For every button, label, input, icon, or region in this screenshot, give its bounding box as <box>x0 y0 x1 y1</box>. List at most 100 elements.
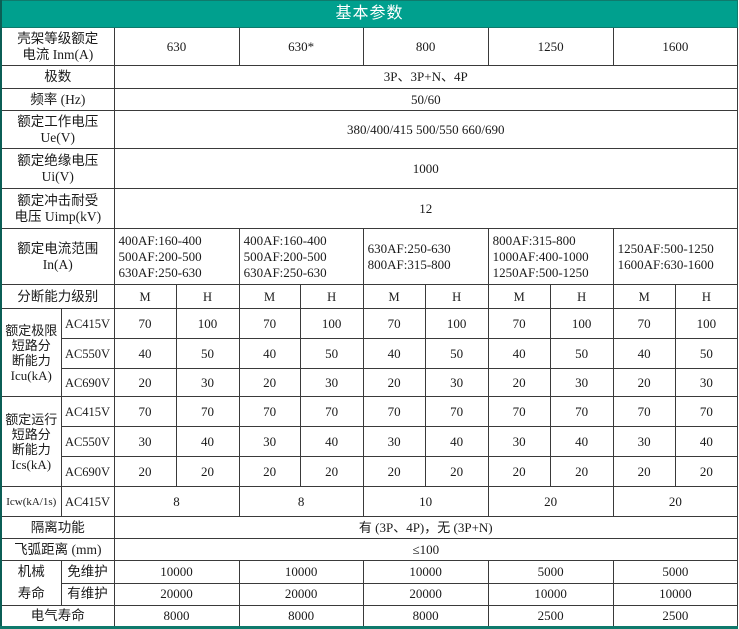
table-cell: 100 <box>424 308 489 339</box>
table-cell: 12 <box>113 188 739 229</box>
table-cell: 400AF:160-400 500AF:200-500 630AF:250-630 <box>238 228 364 285</box>
table-cell: 70 <box>487 308 551 339</box>
table-cell: 800AF:315-800 1000AF:400-1000 1250AF:500-1… <box>487 228 614 285</box>
table-row: 额定工作电压 Ue(V) 380/400/415 500/550 660/690 <box>0 110 739 149</box>
cell-line: 额定运行 <box>5 411 58 427</box>
table-cell: 8000 <box>238 605 364 628</box>
cell-line: 额定电流范围 <box>17 240 99 256</box>
table-row: 机械 寿命 免维护 10000 10000 10000 5000 5000 <box>0 560 739 606</box>
table-cell: 20 <box>612 456 676 487</box>
cell-line: 800AF:315-800 <box>367 256 451 272</box>
table-cell: 20 <box>113 368 177 397</box>
table-cell: 20 <box>674 456 739 487</box>
table-cell: 20 <box>113 456 177 487</box>
table-cell: 10000 <box>612 582 739 606</box>
cell-line: 1600AF:630-1600 <box>617 256 714 272</box>
table-cell: 2500 <box>487 605 614 628</box>
table-row: AC550V 40 50 40 50 40 50 40 50 40 50 <box>1 338 739 369</box>
table-cell: 100 <box>299 308 364 339</box>
table-cell: 40 <box>424 426 489 457</box>
table-cell: 400AF:160-400 500AF:200-500 630AF:250-630 <box>113 228 240 285</box>
table-cell: 1250AF:500-1250 1600AF:630-1600 <box>612 228 739 285</box>
table-cell: 30 <box>549 368 614 397</box>
table-cell: 40 <box>299 426 364 457</box>
row-label: 壳架等级额定 电流 Inm(A) <box>0 27 115 66</box>
table-cell: 40 <box>113 338 177 369</box>
cell-line: 短路分 <box>11 426 51 442</box>
table-cell: 20 <box>549 456 614 487</box>
table-cell: 100 <box>175 308 240 339</box>
row-label: 额定电流范围 In(A) <box>0 228 115 285</box>
table-cell: 30 <box>612 426 676 457</box>
table-cell: 70 <box>175 396 240 427</box>
table-cell: 30 <box>674 368 739 397</box>
sub-label: 免维护 <box>60 560 115 584</box>
cell-line: 1250AF:500-1250 <box>492 264 589 280</box>
row-label: 机械 寿命 <box>0 560 62 606</box>
table-row: 额定运行 短路分 断能力 Ics(kA) AC415V 70 70 70 70 70 70 70 70 7… <box>0 396 739 487</box>
table-cell: H <box>299 284 364 309</box>
table-cell: 10000 <box>487 582 614 606</box>
table-cell: H <box>549 284 614 309</box>
table-cell: 40 <box>175 426 240 457</box>
table-cell: 2500 <box>612 605 739 628</box>
table-cell: M <box>487 284 551 309</box>
table-cell: 40 <box>549 426 614 457</box>
cell-line: 500AF:200-500 <box>118 248 202 264</box>
cell-line: 寿命 <box>17 586 45 601</box>
table-row: 飞弧距离 (mm) ≤100 <box>0 538 739 561</box>
table-cell: 30 <box>113 426 177 457</box>
table-cell: 50 <box>175 338 240 369</box>
table-row: 额定电流范围 In(A) 400AF:160-400 500AF:200-500 630… <box>0 228 739 285</box>
table-cell: 20 <box>175 456 240 487</box>
cell-line: 极数 <box>44 69 72 84</box>
table-cell: 40 <box>238 338 301 369</box>
table-row: 有维护 20000 20000 20000 10000 10000 <box>1 582 739 606</box>
table-cell: 1000 <box>113 148 739 189</box>
row-label: 电气寿命 <box>0 605 115 628</box>
table-cell: 70 <box>113 308 177 339</box>
table-cell: 20 <box>362 368 426 397</box>
table-cell: 30 <box>238 426 301 457</box>
table-row: 电气寿命 8000 8000 8000 2500 2500 <box>0 605 739 628</box>
table-cell: 40 <box>362 338 426 369</box>
row-label: 额定极限 短路分 断能力 Icu(kA) <box>0 308 62 397</box>
table-cell: 70 <box>612 308 676 339</box>
table-cell: H <box>674 284 739 309</box>
table-cell: 40 <box>487 338 551 369</box>
voltage-label: AC550V <box>60 426 115 457</box>
cell-line: Ics(kA) <box>11 456 52 472</box>
voltage-label: AC415V <box>60 308 115 339</box>
cell-line: 400AF:160-400 <box>243 232 327 248</box>
cell-line: 额定工作电压 <box>17 113 99 129</box>
table-cell: 有 (3P、4P)，无 (3P+N) <box>113 516 739 539</box>
row-label: 额定运行 短路分 断能力 Ics(kA) <box>0 396 62 487</box>
table-cell: 20000 <box>113 582 240 606</box>
table-cell: 20 <box>487 486 614 517</box>
table-cell: 20 <box>612 486 739 517</box>
table-row: AC550V 30 40 30 40 30 40 30 40 30 40 <box>1 426 739 457</box>
cell-line: 电压 Uimp(kV) <box>14 208 102 224</box>
row-label: 极数 <box>0 65 115 89</box>
voltage-label: AC415V <box>60 486 115 517</box>
sub-label: 有维护 <box>60 582 115 606</box>
table-cell: 20 <box>424 456 489 487</box>
cell-line: 机械 <box>17 564 45 579</box>
table-cell: 50 <box>674 338 739 369</box>
table-cell: 1600 <box>612 27 739 66</box>
cell-line: 额定绝缘电压 <box>17 152 99 168</box>
table-cell: 70 <box>362 308 426 339</box>
cell-line: 800AF:315-800 <box>492 232 576 248</box>
table-cell: 70 <box>549 396 614 427</box>
table-cell: 630* <box>238 27 364 66</box>
table-cell: 20 <box>612 368 676 397</box>
table-cell: M <box>238 284 301 309</box>
voltage-label: AC550V <box>60 338 115 369</box>
row-label: 飞弧距离 (mm) <box>0 538 115 561</box>
table-cell: 8 <box>113 486 240 517</box>
cell-line: 短路分 <box>11 337 51 353</box>
table-cell: 70 <box>238 308 301 339</box>
table-cell: 10000 <box>113 560 240 584</box>
row-label: 隔离功能 <box>0 516 115 539</box>
